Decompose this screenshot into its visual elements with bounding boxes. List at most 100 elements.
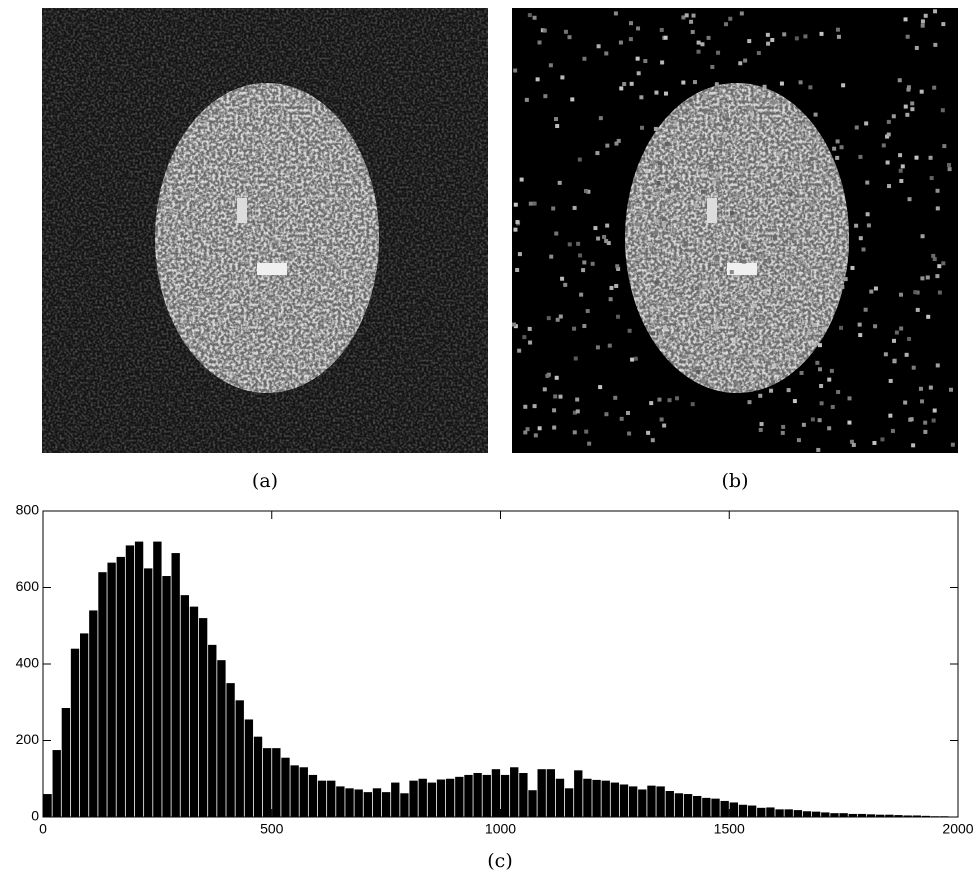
- speckle: [658, 335, 663, 340]
- speckle: [779, 81, 784, 86]
- speckle: [527, 13, 532, 18]
- speckle: [780, 430, 785, 435]
- speckle: [563, 29, 568, 34]
- speckle: [703, 284, 708, 289]
- speckle: [535, 77, 540, 82]
- speckle: [585, 309, 590, 314]
- speckle: [522, 335, 527, 340]
- speckle: [615, 264, 620, 269]
- speckle: [553, 394, 558, 399]
- bar: [281, 757, 290, 817]
- speckle: [667, 189, 672, 194]
- speckle: [543, 94, 548, 99]
- speckle: [613, 395, 618, 400]
- speckle: [839, 145, 844, 150]
- bar: [784, 809, 793, 817]
- bar: [629, 786, 638, 817]
- speckle: [762, 84, 767, 89]
- speckle: [748, 106, 753, 111]
- speckle: [714, 82, 719, 87]
- speckle: [582, 324, 587, 329]
- speckle: [604, 239, 609, 244]
- speckle: [643, 59, 648, 64]
- speckle: [549, 254, 554, 259]
- speckle: [752, 303, 757, 308]
- bar: [263, 748, 272, 817]
- speckle: [950, 442, 955, 447]
- speckle: [717, 172, 722, 177]
- speckle: [796, 438, 801, 443]
- bar: [354, 789, 363, 817]
- bar: [546, 769, 555, 817]
- bar: [144, 568, 153, 817]
- speckle: [840, 284, 845, 289]
- speckle: [935, 206, 940, 211]
- speckle: [747, 400, 752, 405]
- speckle: [849, 439, 854, 444]
- speckle: [920, 19, 925, 24]
- speckle: [579, 292, 584, 297]
- speckle: [668, 124, 673, 129]
- speckle: [582, 260, 587, 265]
- speckle: [776, 151, 781, 156]
- bar: [491, 769, 501, 817]
- speckle: [928, 155, 933, 160]
- speckle: [661, 222, 666, 227]
- bar: [208, 644, 217, 817]
- bar: [473, 773, 482, 817]
- bar: [830, 813, 839, 817]
- speckle: [794, 36, 799, 41]
- speckle: [931, 253, 936, 258]
- bar: [107, 562, 116, 817]
- speckle: [532, 404, 537, 409]
- speckle: [715, 257, 720, 262]
- speckle: [937, 290, 942, 295]
- bar: [839, 813, 848, 817]
- speckle: [739, 11, 744, 16]
- speckle: [748, 225, 753, 230]
- speckle: [523, 404, 528, 409]
- speckle: [948, 387, 953, 392]
- speckle: [811, 341, 816, 346]
- speckle: [741, 244, 746, 249]
- speckle: [835, 155, 840, 160]
- speckle: [653, 230, 658, 235]
- speckle: [613, 11, 618, 16]
- speckle: [933, 9, 938, 14]
- speckle: [657, 397, 662, 402]
- speckle: [513, 202, 518, 207]
- bar: [793, 810, 803, 817]
- speckle: [941, 261, 946, 266]
- speckle: [683, 241, 688, 246]
- speckle: [736, 384, 741, 389]
- speckle: [708, 164, 713, 169]
- speckle: [771, 380, 776, 385]
- bar: [519, 773, 528, 817]
- speckle: [722, 133, 727, 138]
- speckle: [690, 29, 695, 34]
- speckle: [675, 185, 680, 190]
- speckle: [662, 423, 667, 428]
- speckle: [769, 388, 774, 393]
- speckle: [827, 426, 832, 431]
- speckle: [660, 60, 665, 65]
- bar: [226, 683, 235, 817]
- speckle: [546, 316, 551, 321]
- bar: [409, 780, 418, 817]
- bar: [180, 595, 189, 817]
- speckle: [537, 40, 542, 45]
- speckle: [854, 125, 859, 130]
- speckle: [857, 322, 862, 327]
- speckle: [525, 427, 530, 432]
- speckle: [851, 442, 856, 447]
- bar: [821, 812, 830, 817]
- bar: [912, 815, 921, 817]
- speckle: [716, 50, 721, 55]
- speckle: [793, 208, 798, 213]
- speckle: [790, 233, 795, 238]
- speckle: [558, 314, 563, 319]
- speckle: [557, 180, 562, 185]
- speckle: [935, 188, 940, 193]
- speckle: [555, 317, 560, 322]
- speckle: [810, 228, 815, 233]
